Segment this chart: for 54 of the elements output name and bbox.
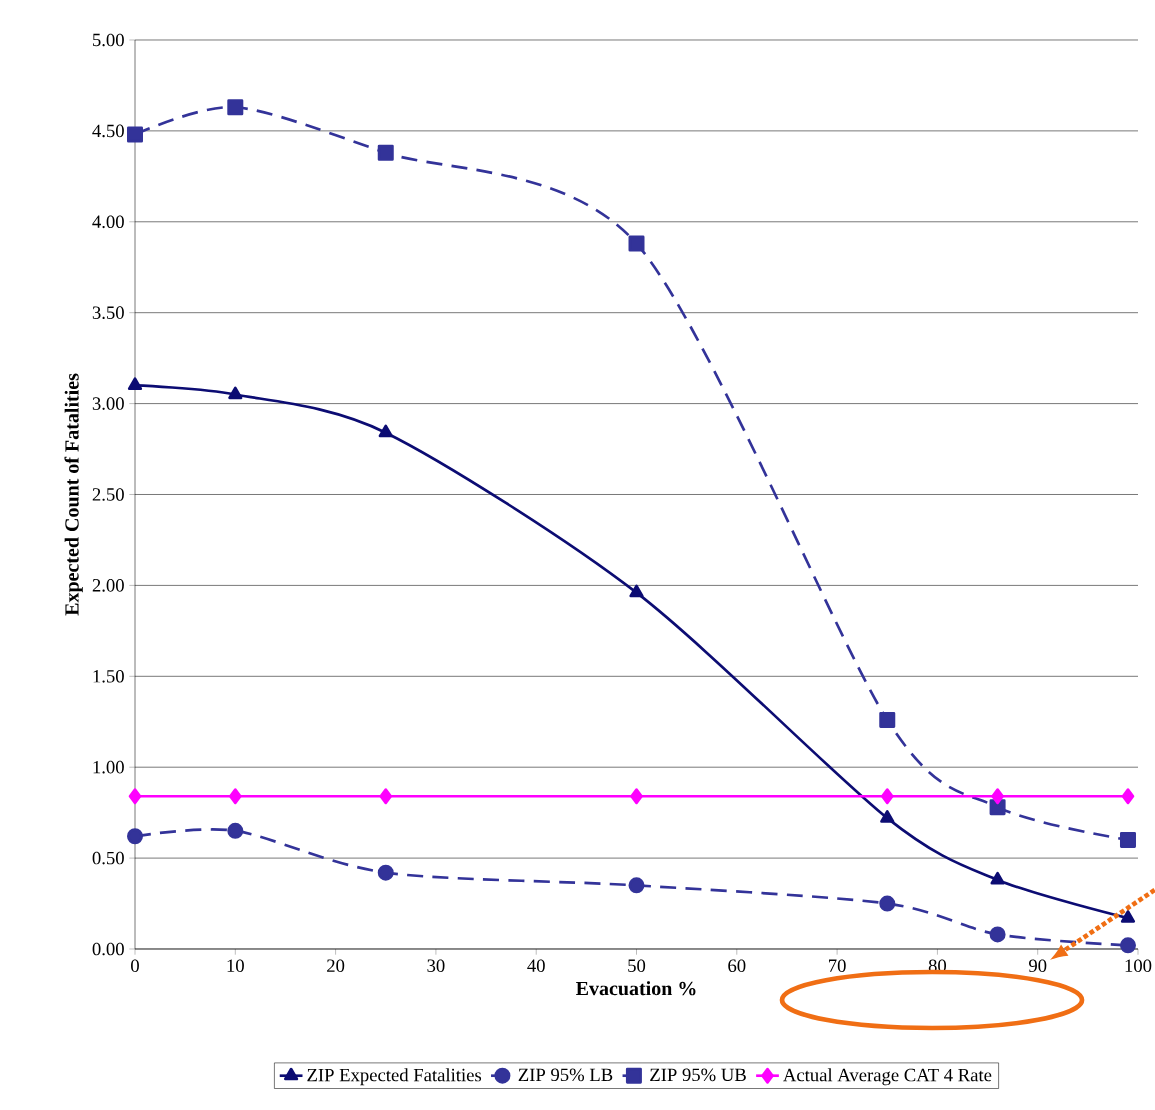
point: [127, 828, 144, 845]
point: [990, 871, 1005, 885]
y-tick-label: 2.50: [92, 488, 124, 501]
point: [377, 144, 394, 161]
point: [628, 235, 645, 252]
point: [1119, 937, 1136, 954]
y-tick-label: 0.00: [92, 942, 124, 956]
point: [228, 788, 242, 805]
point: [1119, 831, 1136, 848]
point: [879, 895, 896, 912]
y-tick-label: 3.00: [92, 397, 124, 410]
x-tick-label: 70: [829, 959, 846, 972]
point: [880, 810, 895, 823]
y-tick-label: 2.00: [92, 579, 124, 592]
point: [128, 788, 142, 805]
x-tick-label: 90: [1028, 959, 1047, 972]
x-tick-label: 40: [527, 959, 545, 972]
x-tick-label: 20: [327, 959, 345, 972]
point: [991, 788, 1004, 805]
point: [227, 822, 244, 839]
x-tick-label: 0: [131, 959, 139, 972]
legend-label: ZIP 95% UB: [650, 1068, 746, 1082]
point: [630, 788, 643, 805]
y-tick-label: 5.00: [93, 33, 124, 47]
x-tick-label: 30: [427, 959, 445, 972]
x-tick-label: 60: [728, 959, 746, 972]
y-tick-label: 0.50: [92, 851, 124, 865]
point: [1121, 788, 1135, 805]
legend-label: ZIP Expected Fatalities: [307, 1068, 482, 1086]
point: [880, 788, 894, 805]
point: [378, 424, 393, 438]
point: [1120, 910, 1136, 923]
point: [989, 926, 1006, 943]
x-axis-title: Evacuation %: [576, 981, 696, 996]
point: [377, 864, 394, 881]
x-tick-label: 100: [1125, 959, 1152, 972]
point: [227, 99, 244, 116]
y-axis-title: Expected Count of Fatalities: [64, 373, 83, 616]
point: [629, 584, 644, 598]
point: [879, 711, 896, 728]
y-tick-label: 4.00: [92, 215, 124, 229]
legend-label: ZIP 95% LB: [518, 1068, 613, 1082]
point: [127, 377, 143, 391]
point: [379, 788, 393, 805]
y-tick-label: 3.50: [92, 306, 124, 320]
y-tick-label: 1.50: [93, 669, 124, 683]
x-tick-label: 50: [628, 959, 646, 972]
point: [628, 877, 645, 894]
point: [228, 386, 243, 400]
y-tick-label: 4.50: [92, 124, 124, 138]
legend-label: Actual Average CAT 4 Rate: [783, 1068, 992, 1086]
x-tick-label: 10: [227, 959, 244, 972]
y-tick-label: 1.00: [93, 760, 124, 774]
point: [127, 126, 144, 143]
